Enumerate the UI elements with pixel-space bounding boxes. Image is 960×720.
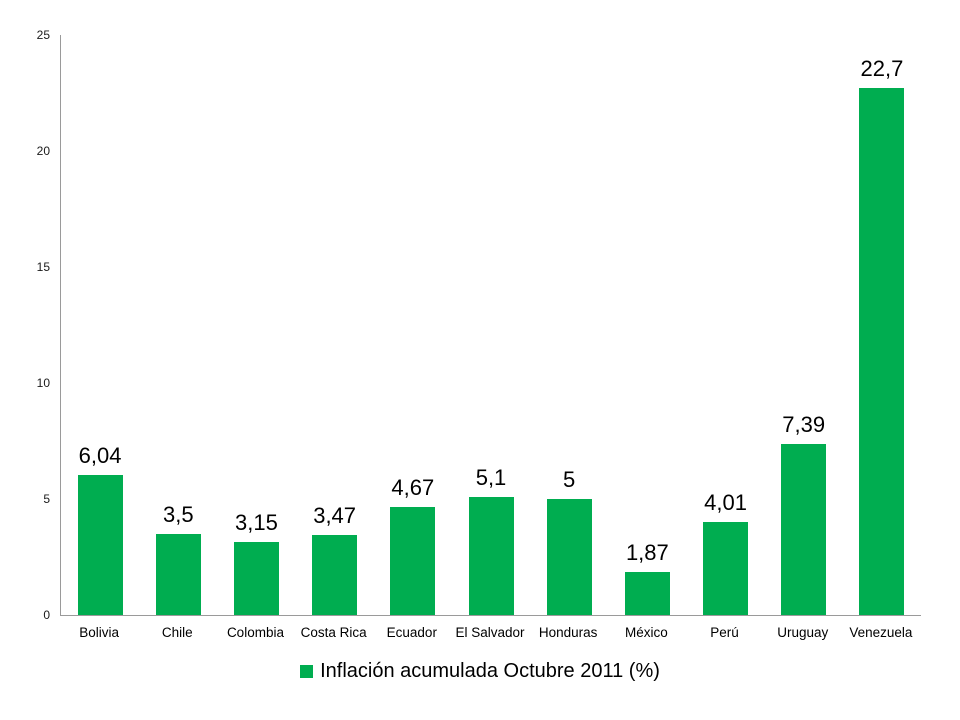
x-axis-category-label: México — [624, 625, 668, 640]
legend: Inflación acumulada Octubre 2011 (%) — [0, 660, 960, 683]
bar-value-label: 3,15 — [235, 509, 278, 535]
bar-value-label: 1,87 — [625, 539, 669, 565]
x-axis-category-label: Colombia — [226, 625, 284, 640]
bar-value-label: 4,01 — [704, 489, 747, 515]
bar-perú — [703, 521, 749, 615]
bar-value-label: 6,04 — [78, 442, 122, 468]
bar-ecuador — [390, 506, 436, 615]
bar-costa-rica — [312, 534, 358, 615]
bar-value-label: 22,7 — [860, 56, 904, 82]
x-axis-category-label: El Salvador — [455, 625, 525, 640]
bar-value-label: 3,47 — [313, 502, 357, 528]
y-axis-tick-label: 0 — [43, 608, 50, 622]
bar-value-label: 7,39 — [782, 411, 826, 437]
y-axis-tick-label: 5 — [43, 492, 50, 506]
bar-chile — [155, 533, 201, 615]
x-axis-category-label: Costa Rica — [300, 625, 367, 640]
bar-méxico — [624, 571, 670, 615]
legend-label: Inflación acumulada Octubre 2011 (%) — [320, 660, 660, 682]
bar-honduras — [546, 499, 592, 615]
bar-value-label: 4,67 — [391, 474, 435, 500]
bar-value-label: 5 — [563, 467, 576, 492]
x-axis-category-label: Perú — [710, 625, 739, 640]
x-axis-category-label: Ecuador — [386, 625, 437, 640]
bar-uruguay — [781, 443, 827, 615]
y-axis-tick-label: 20 — [36, 144, 50, 158]
bar-bolivia — [77, 474, 123, 615]
bar-colombia — [233, 541, 279, 615]
bar-el-salvador — [468, 496, 514, 615]
bar-value-label: 5,1 — [475, 464, 507, 490]
bar-venezuela — [859, 88, 905, 615]
x-axis-category-label: Venezuela — [849, 625, 913, 640]
bar-value-label: 3,5 — [162, 501, 194, 527]
y-axis-tick-label: 25 — [36, 28, 50, 42]
x-axis-category-label: Bolivia — [79, 625, 119, 640]
legend-color-swatch — [300, 665, 314, 678]
y-axis-tick-label: 15 — [36, 260, 50, 274]
x-axis-category-label: Chile — [161, 625, 193, 640]
plot-area: 6,04 3,5 3,15 3,47 4,67 5,1 5 1,87 4,01 7,39 22,7 — [60, 35, 921, 616]
y-axis-tick-label: 10 — [36, 376, 50, 390]
x-axis-category-label: Honduras — [538, 625, 598, 640]
x-axis-category-label: Uruguay — [777, 625, 829, 640]
